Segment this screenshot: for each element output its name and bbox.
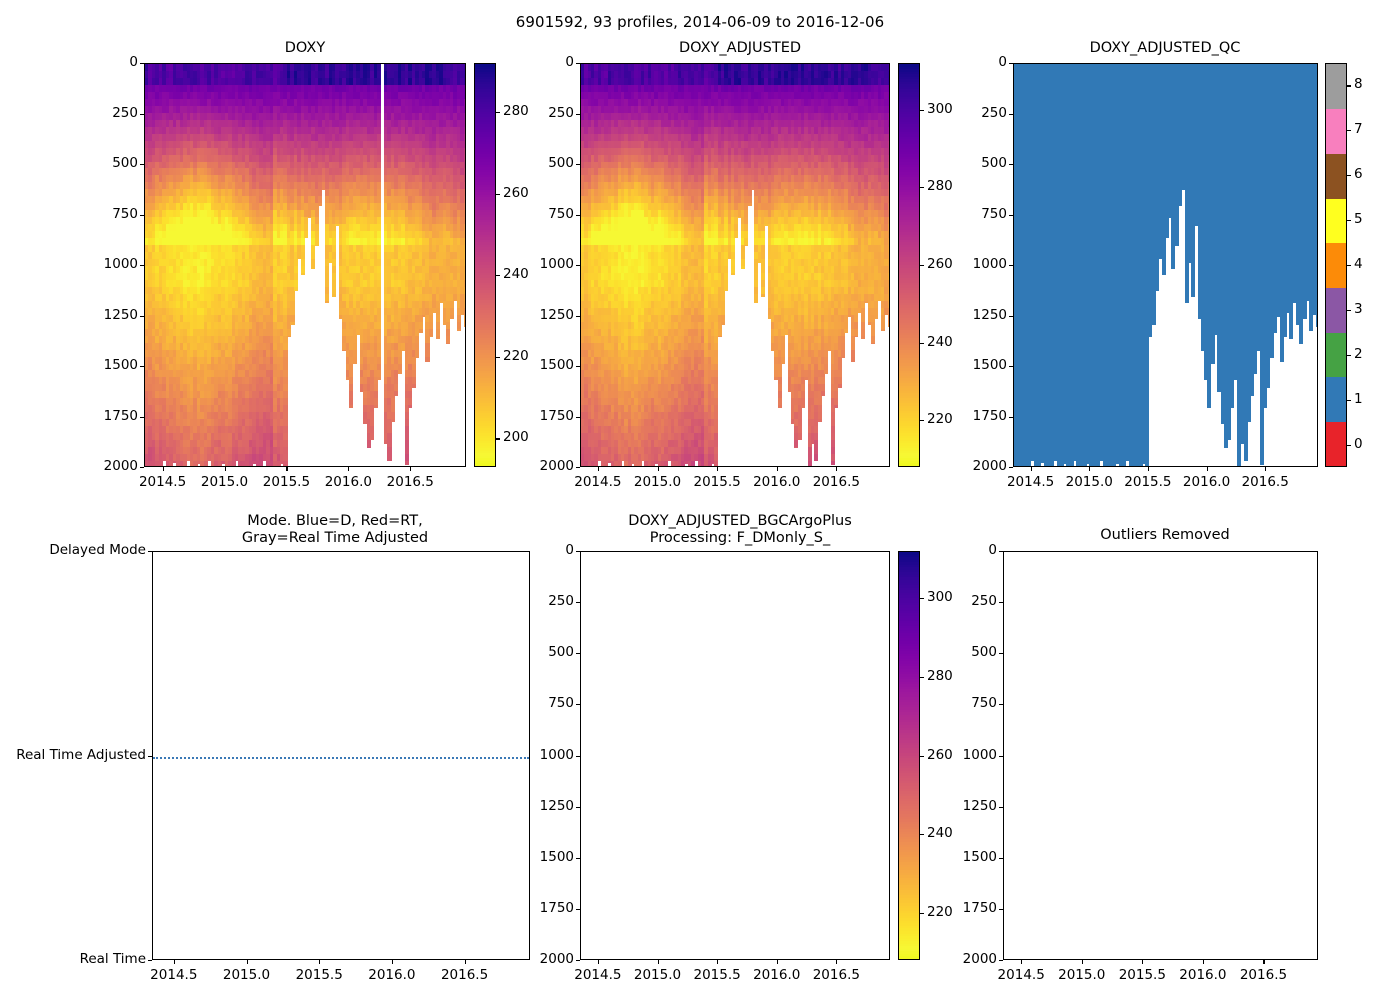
profile-column bbox=[464, 64, 466, 466]
colorbar-segment bbox=[475, 463, 495, 467]
figure-suptitle: 6901592, 93 profiles, 2014-06-09 to 2016… bbox=[0, 13, 1400, 31]
heatmap-data-layer bbox=[581, 64, 889, 466]
panel-doxy-plot-area[interactable] bbox=[144, 63, 466, 467]
panel-doxy-colorbar[interactable] bbox=[474, 63, 496, 467]
panel-doxy-title: DOXY bbox=[140, 40, 470, 57]
figure-canvas: 6901592, 93 profiles, 2014-06-09 to 2016… bbox=[0, 0, 1400, 1000]
panel-doxy-adjusted-plot-area[interactable] bbox=[580, 63, 890, 467]
heatmap-data-layer bbox=[145, 64, 465, 466]
panel-doxy-adjusted-title: DOXY_ADJUSTED bbox=[575, 40, 905, 57]
heatmap-cell bbox=[464, 322, 466, 327]
